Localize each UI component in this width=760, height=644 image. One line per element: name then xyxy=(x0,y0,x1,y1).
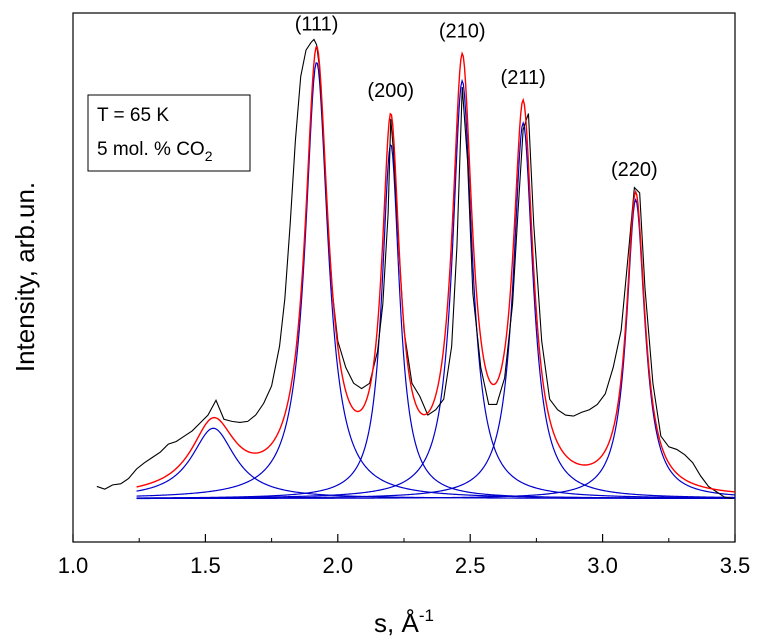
component-peak-1 xyxy=(136,427,735,500)
fit-sum-curve xyxy=(136,46,736,493)
x-tick-label: 2.5 xyxy=(455,553,486,578)
x-tick-label: 1.0 xyxy=(58,553,89,578)
peak-label: (111) xyxy=(295,13,339,35)
peak-label: (210) xyxy=(439,20,486,42)
peak-label: (200) xyxy=(367,80,414,102)
annotation-temperature: T = 65 K xyxy=(97,105,169,126)
component-peak-6 xyxy=(136,197,736,500)
annotation-frame xyxy=(87,94,251,172)
annotation-concentration: 5 mol. % CO2 xyxy=(97,139,213,164)
annotation-box: T = 65 K 5 mol. % CO2 xyxy=(87,94,251,172)
x-axis-title: s, Å-1 xyxy=(374,606,434,638)
x-tick-label: 3.5 xyxy=(720,553,751,578)
y-axis-title: Intensity, arb.un. xyxy=(10,182,40,372)
fit-curve-group xyxy=(136,46,736,493)
x-tick-label: 3.0 xyxy=(587,553,618,578)
peak-label: (220) xyxy=(611,159,658,181)
x-tick-label: 1.5 xyxy=(190,553,221,578)
x-axis-ticks: 1.0 1.5 2.0 2.5 3.0 3.5 xyxy=(58,534,751,578)
x-tick-label: 2.0 xyxy=(323,553,354,578)
peak-label: (211) xyxy=(501,67,546,89)
component-curves xyxy=(136,62,736,500)
peak-labels: (111) (200) (210) (211) (220) xyxy=(295,13,658,180)
